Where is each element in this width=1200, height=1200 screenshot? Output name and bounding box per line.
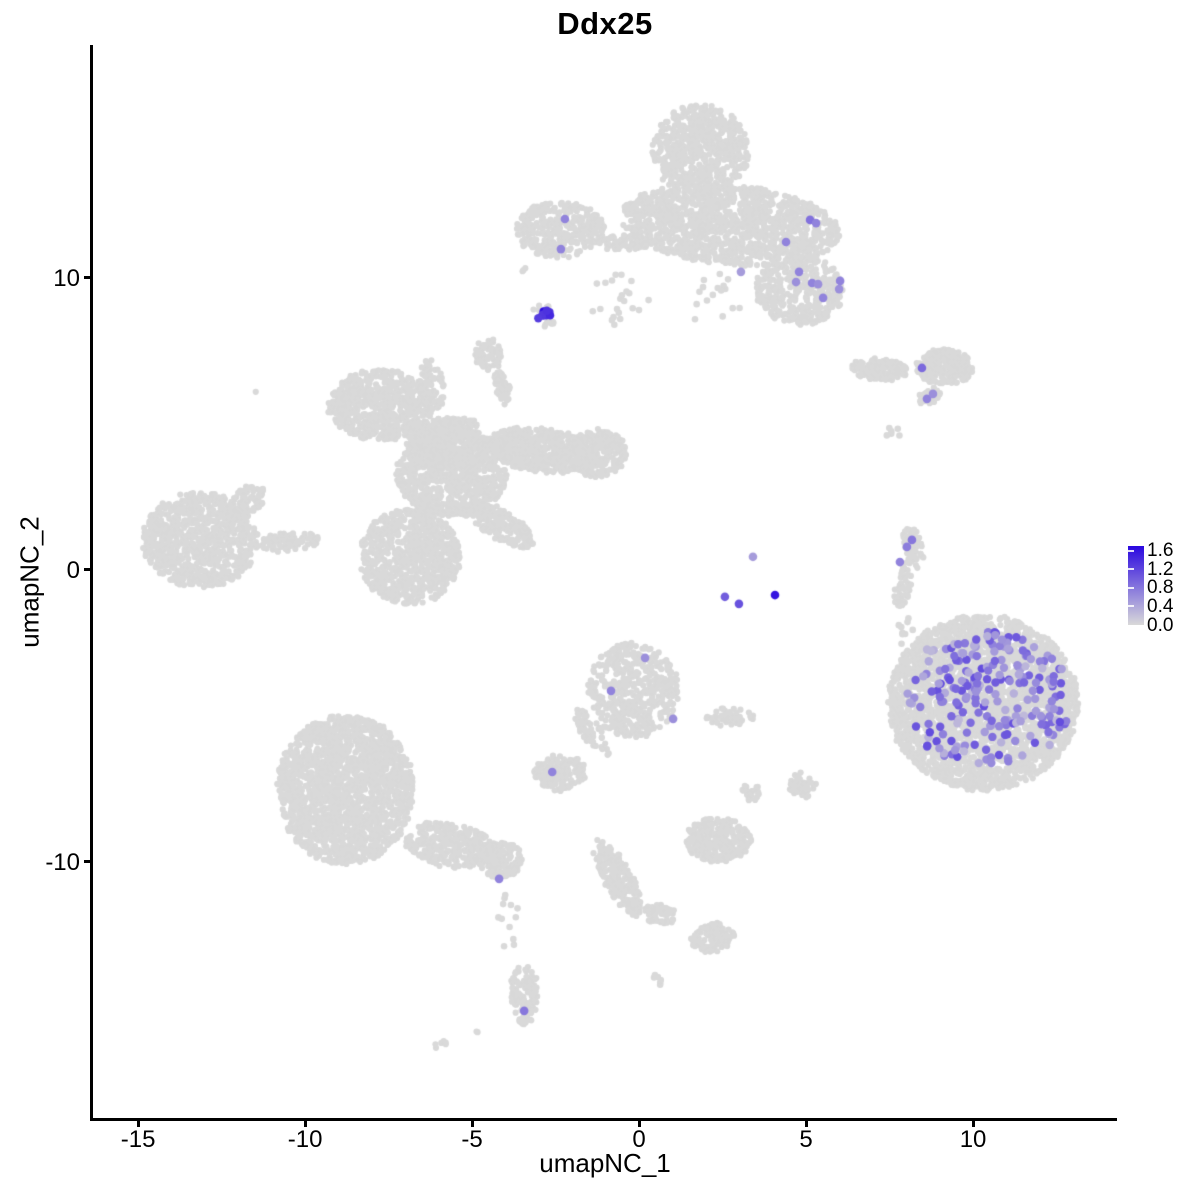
x-tick-label: 10	[959, 1126, 987, 1153]
legend-tick-notch	[1128, 586, 1134, 589]
x-tick-mark	[136, 1118, 140, 1127]
y-tick-mark	[84, 860, 93, 864]
legend-tick-notch	[1128, 549, 1134, 552]
legend-tick-label: 1.2	[1147, 558, 1174, 580]
umap-scatter-canvas	[93, 45, 1117, 1118]
x-tick-label: -15	[120, 1126, 156, 1153]
x-axis-label: umapNC_1	[539, 1148, 671, 1178]
x-tick-label: -5	[461, 1126, 483, 1153]
plot-title: Ddx25	[557, 6, 653, 41]
legend-tick-label: 0.8	[1147, 577, 1174, 599]
x-tick-mark	[470, 1118, 474, 1127]
legend-tick-notch	[1128, 568, 1134, 571]
x-tick-label: -10	[287, 1126, 323, 1153]
x-tick-mark	[971, 1118, 975, 1127]
y-tick-mark	[84, 276, 93, 280]
y-tick-mark	[84, 568, 93, 572]
y-tick-label: -10	[45, 848, 80, 876]
legend-gradient-bar	[1128, 546, 1144, 625]
y-tick-label: 10	[53, 264, 80, 292]
legend-tick-label: 0.0	[1147, 614, 1174, 636]
x-tick-label: 0	[632, 1126, 646, 1153]
legend-tick-notch	[1128, 605, 1134, 608]
x-tick-mark	[804, 1118, 808, 1127]
legend-tick-label: 1.6	[1147, 540, 1174, 562]
plot-area	[90, 45, 1117, 1121]
y-tick-label: 0	[66, 556, 80, 584]
x-tick-mark	[637, 1118, 641, 1127]
x-tick-label: 5	[799, 1126, 813, 1153]
x-tick-mark	[303, 1118, 307, 1127]
legend-tick-label: 0.4	[1147, 595, 1174, 617]
